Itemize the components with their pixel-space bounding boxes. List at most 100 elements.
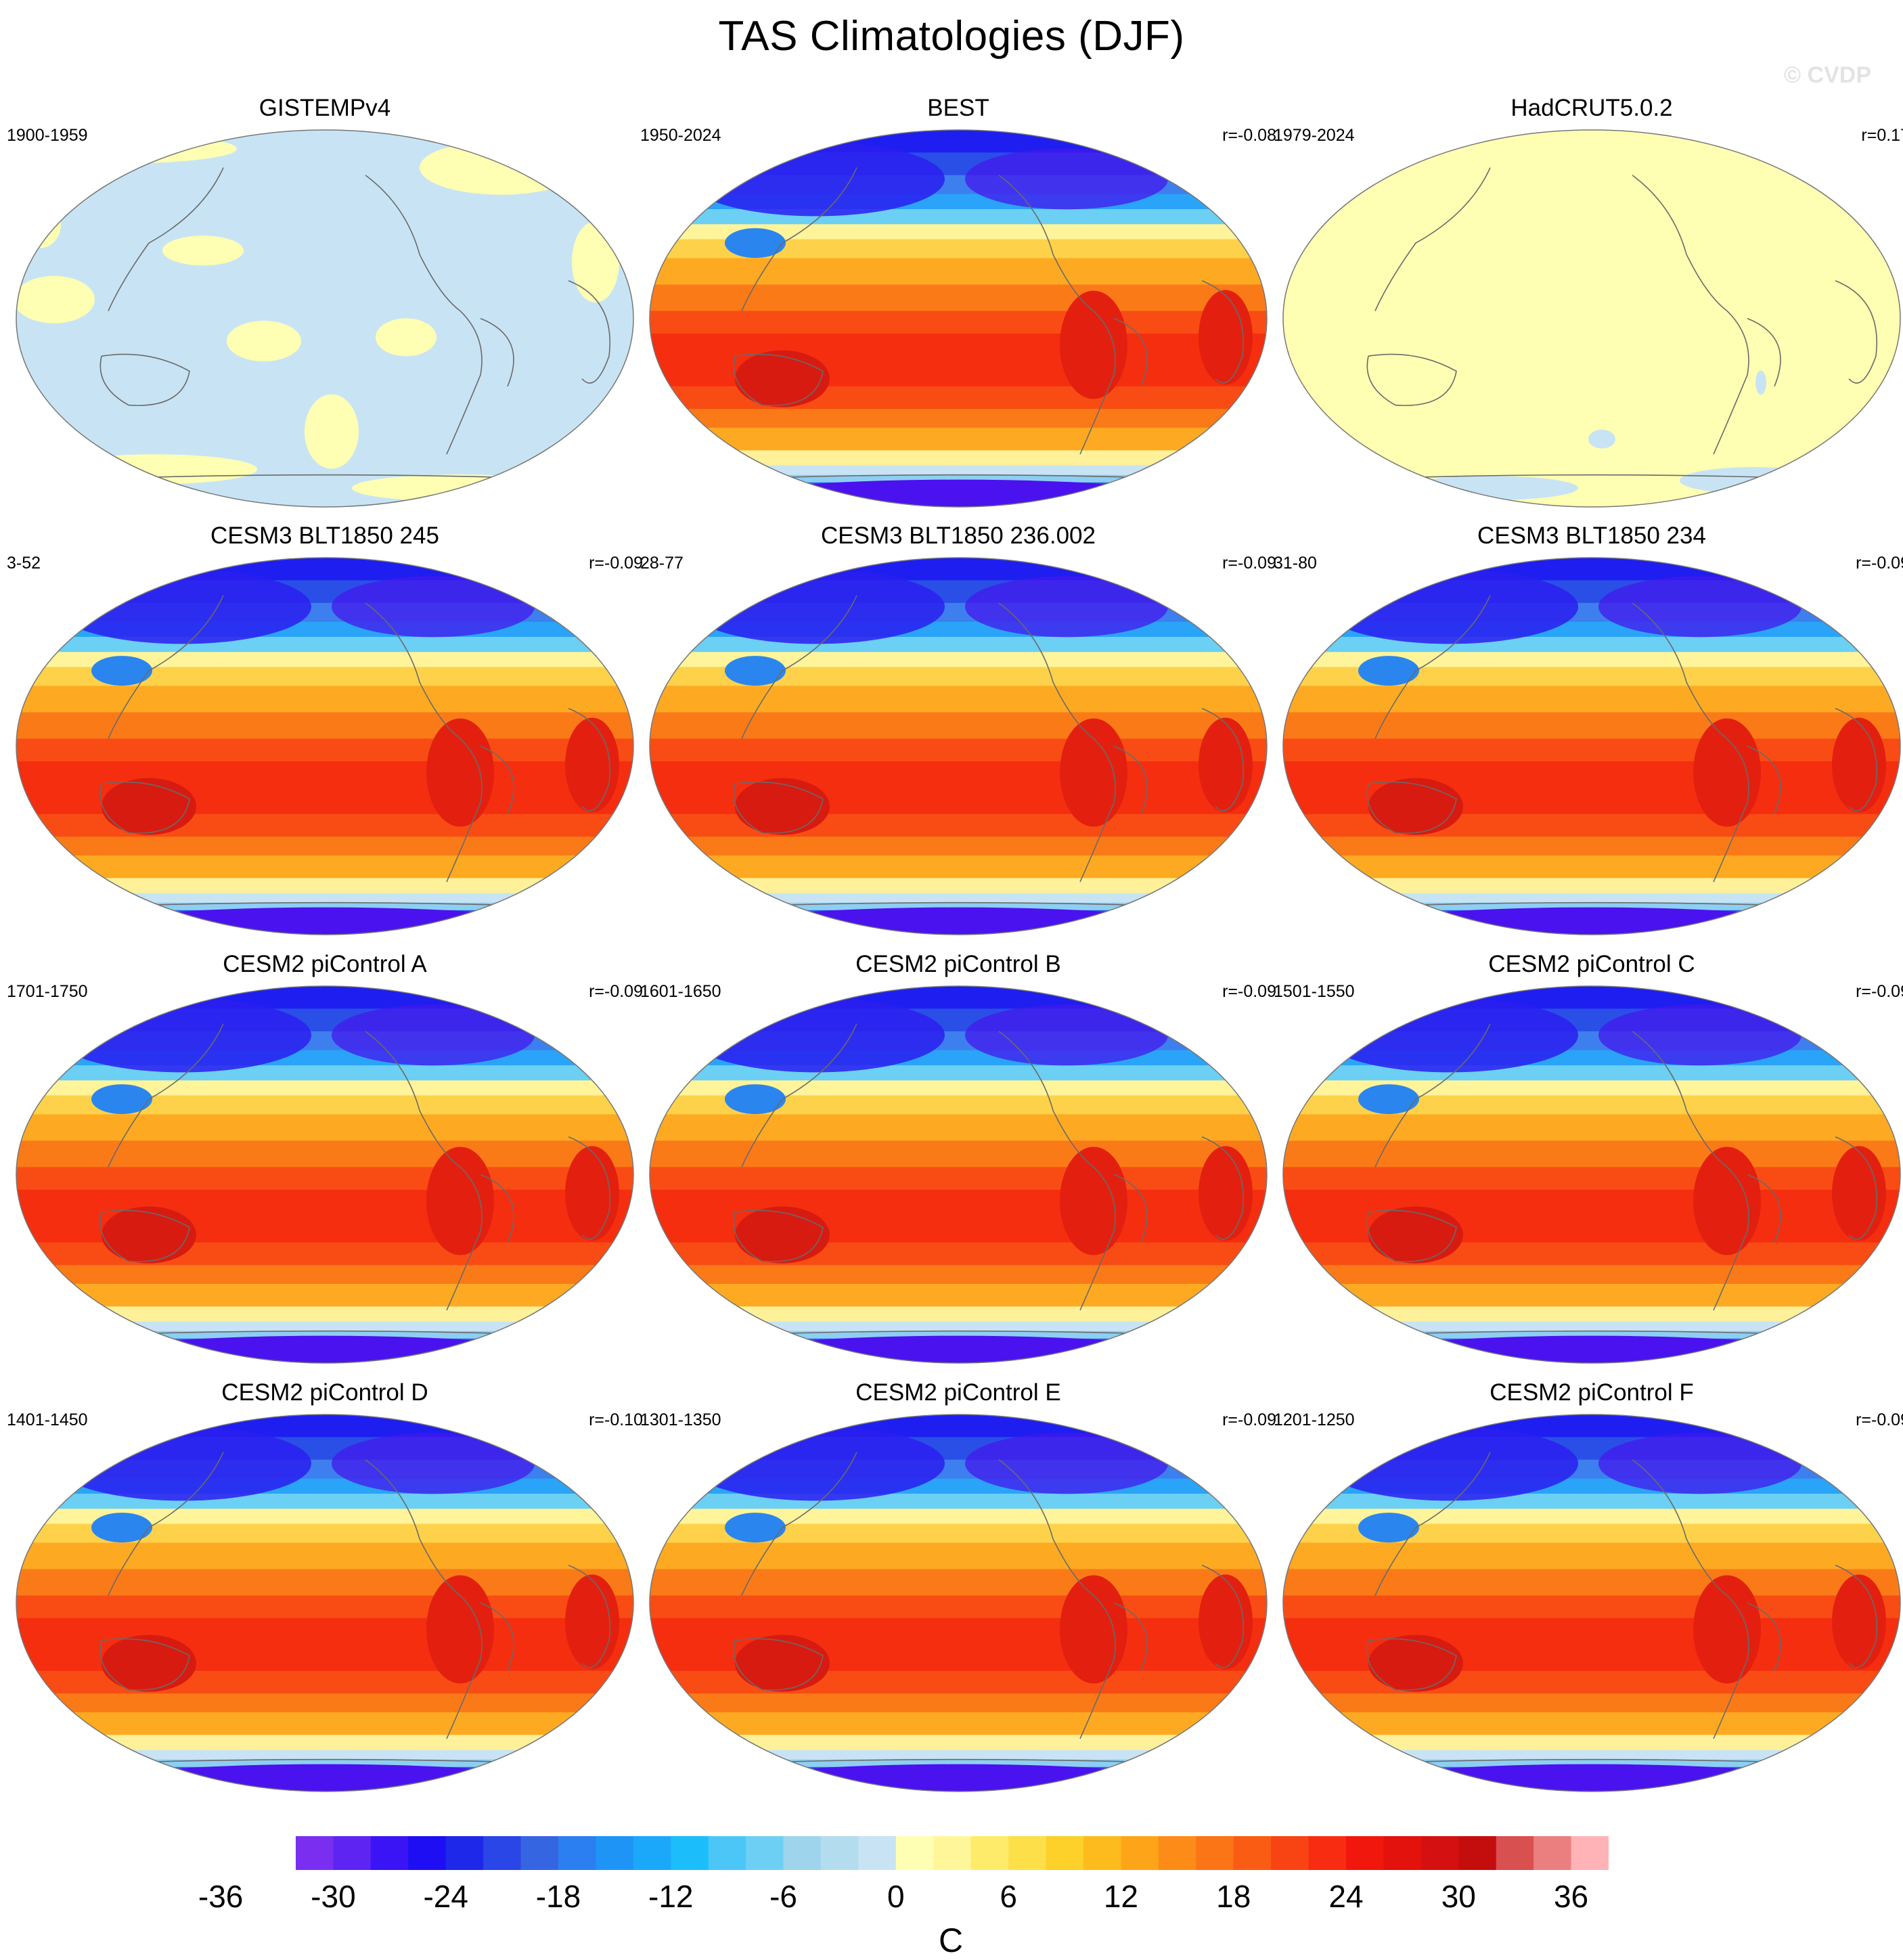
coastline [1747,1602,1781,1672]
africa-warm-region [1832,1146,1886,1241]
coastline [108,1023,224,1167]
colorbar-tick-label: 24 [1328,1879,1364,1914]
tibet-cold-region [725,1084,786,1115]
temperature-band [650,878,1267,894]
map-panel: CESM2 piControl D 1401-1450 r=-0.10 [7,1379,643,1812]
temperature-band [1283,1284,1900,1308]
panel-year-range: 1601-1650 [640,982,721,1001]
colorbar-swatch [1083,1836,1121,1870]
temperature-band [650,450,1267,466]
coastline [1632,1031,1728,1168]
warm-anomaly-patch [20,200,61,248]
coastline [733,1638,824,1691]
robinson-map [1282,985,1901,1364]
figure-title: TAS Climatologies (DJF) [718,13,1185,60]
temperature-band [650,284,1267,312]
africa-warm-region [1832,1574,1886,1670]
colorbar-tick-label: 0 [887,1879,905,1914]
colorbar-tick-label: 12 [1103,1879,1138,1914]
temperature-band [1283,652,1900,668]
australia-warm-region [1368,778,1463,835]
coastline [1113,745,1148,815]
temperature-band [1283,1509,1900,1525]
map-field [1283,986,1900,1363]
colorbar-swatch [1496,1836,1534,1870]
coastline [1113,317,1148,387]
coastline [1374,1023,1491,1167]
map-outline [1282,1414,1901,1792]
australia-warm-region [735,778,830,835]
antarctica-cold-region [81,907,568,935]
temperature-band [1283,1542,1900,1570]
temperature-band [650,1712,1267,1736]
south-america-warm-region [1693,1575,1761,1684]
canada-cold-region [332,576,535,638]
temperature-band [16,1167,633,1190]
siberia-cold-region [1321,1426,1578,1501]
siberia-cold-region [688,141,945,217]
coastline [1366,353,1457,406]
robinson-map [16,985,634,1364]
cool-region [1680,467,1829,495]
colorbar-tick-label: 18 [1216,1879,1251,1914]
tibet-cold-region [1358,1084,1419,1115]
south-america-warm-region [1060,290,1127,399]
temperature-band [16,558,633,581]
coastline [99,1638,190,1691]
temperature-band [650,152,1267,176]
australia-warm-region [735,1634,830,1692]
coastline [1079,738,1116,883]
warm-anomaly-patch [376,318,436,357]
colorbar-swatch [1271,1836,1309,1870]
coastline [1113,1602,1148,1672]
coastline [1366,781,1457,834]
tibet-cold-region [1358,656,1419,686]
coastline [568,708,610,811]
temperature-band [16,1509,633,1525]
panel-title: CESM2 piControl E [855,1379,1061,1406]
temperature-band [1283,712,1900,740]
australia-warm-region [102,1634,196,1692]
coastline [1835,1136,1877,1240]
map-panel: CESM2 piControl C 1501-1550 r=-0.09 [1274,951,1903,1384]
colorbar-swatch [1458,1836,1497,1870]
south-america-warm-region [1060,718,1127,827]
temperature-band [16,1595,633,1619]
temperature-band [1283,1415,1900,1438]
robinson-map [649,985,1268,1364]
temperature-band [650,1415,1267,1438]
temperature-band [1283,878,1900,894]
south-america-warm-region [426,1146,494,1255]
temperature-band [1283,1140,1900,1168]
antarctica-cold-region [715,1335,1202,1363]
coastline [741,595,857,739]
temperature-band [1283,1080,1900,1096]
temperature-band [1283,1750,1900,1760]
coastline [1632,175,1728,312]
temperature-band [650,258,1267,286]
coastline [99,353,190,406]
coastline [568,280,610,384]
south-america-warm-region [1060,1146,1127,1255]
map-outline [16,557,634,935]
colorbar-swatch [708,1836,746,1870]
coastline [108,595,224,739]
temperature-band [650,1167,1267,1190]
africa-warm-region [565,717,619,813]
coastline [446,1166,483,1311]
temperature-band [1283,1494,1900,1510]
coastline [1632,602,1728,740]
temperature-band [650,580,1267,604]
map-field [1283,1415,1900,1791]
canada-cold-region [1598,1433,1801,1494]
temperature-band [1283,637,1900,653]
tibet-cold-region [725,656,786,686]
coastline [998,602,1094,740]
coastline [1201,1565,1244,1668]
map-field [650,986,1267,1363]
warm-anomaly-patch [162,236,244,266]
temperature-band [650,1114,1267,1142]
coastline [1747,745,1781,815]
coastline [365,1031,461,1168]
canada-cold-region [332,1433,535,1494]
